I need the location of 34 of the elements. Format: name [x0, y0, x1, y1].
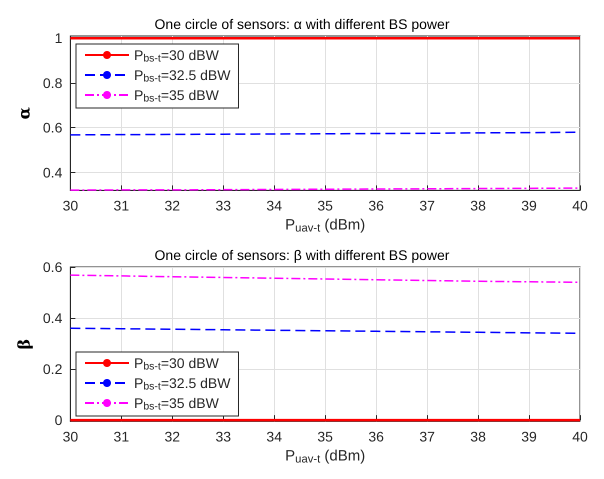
chart-title: One circle of sensors: α with different BS power: [154, 16, 450, 32]
x-tick-label: 33: [215, 428, 232, 444]
x-tick-label: 40: [572, 428, 588, 444]
y-tick-label: 0.6: [42, 259, 63, 275]
x-tick-label: 34: [266, 428, 282, 444]
x-tick-label: 38: [470, 428, 486, 444]
y-tick-label: 0.4: [42, 310, 63, 326]
y-axis-title: α: [14, 107, 34, 120]
y-tick-label: 0.2: [42, 361, 63, 378]
x-tick-label: 39: [521, 197, 538, 214]
x-tick-label: 39: [521, 428, 538, 444]
y-tick-label: 0: [54, 412, 63, 428]
y-tick-label: 0.8: [42, 74, 63, 91]
x-tick-label: 40: [572, 197, 588, 214]
x-tick-label: 30: [62, 428, 78, 444]
x-tick-label: 35: [317, 428, 334, 444]
x-tick-label: 32: [164, 197, 180, 214]
x-tick-label: 34: [266, 197, 282, 214]
y-tick-label: 0.4: [42, 164, 63, 180]
y-tick-label: 0.6: [42, 120, 63, 136]
x-tick-label: 33: [215, 197, 232, 214]
x-tick-label: 36: [368, 428, 384, 444]
chart-title: One circle of sensors: β with different BS power: [154, 247, 450, 263]
x-tick-label: 37: [419, 428, 436, 444]
x-tick-label: 35: [317, 197, 334, 214]
x-tick-label: 38: [470, 197, 486, 214]
x-tick-label: 30: [62, 197, 78, 214]
x-tick-label: 37: [419, 197, 436, 214]
x-tick-label: 31: [114, 428, 130, 444]
y-axis-title: β: [14, 338, 34, 350]
x-tick-label: 31: [114, 197, 130, 214]
y-tick-label: 1: [54, 30, 63, 46]
x-tick-label: 36: [368, 197, 384, 214]
x-tick-label: 32: [164, 428, 180, 444]
